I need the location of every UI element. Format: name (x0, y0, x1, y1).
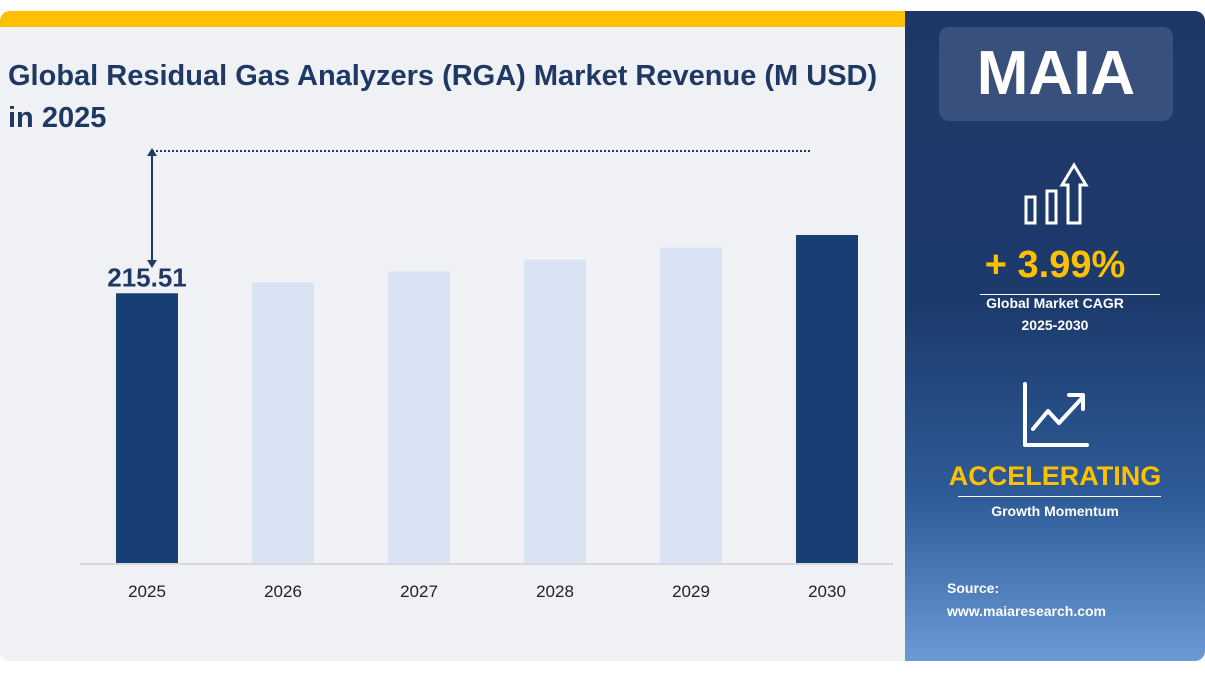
bar-growth-icon (1024, 162, 1089, 225)
source-link[interactable]: www.maiaresearch.com (947, 603, 1107, 619)
double-arrow-icon (147, 148, 157, 268)
bar-2030 (796, 235, 858, 563)
cagr-label: Global Market CAGR (986, 295, 1124, 311)
bar-2026 (252, 282, 314, 563)
x-tick-label: 2026 (264, 582, 302, 601)
logo: MAIA (939, 27, 1173, 121)
x-tick-label: 2029 (672, 582, 710, 601)
infographic-card: Global Residual Gas Analyzers (RGA) Mark… (0, 11, 1205, 661)
momentum-label: Growth Momentum (991, 503, 1119, 519)
x-tick-label: 2030 (808, 582, 846, 601)
chart-title: Global Residual Gas Analyzers (RGA) Mark… (8, 60, 878, 134)
x-tick-label: 2025 (128, 582, 166, 601)
bar-2027 (388, 271, 450, 563)
data-label: 215.51 (107, 262, 187, 292)
side-panel: MAIA + 3.99% Global Market CAGR 2025-203… (905, 11, 1205, 661)
source: Source: www.maiaresearch.com (947, 577, 1106, 623)
bar-2028 (524, 259, 586, 563)
line-chart-growth-icon (1023, 382, 1089, 447)
x-tick-label: 2027 (400, 582, 438, 601)
bar-2025 (116, 293, 178, 563)
reference-line (152, 150, 810, 152)
bar-2029 (660, 247, 722, 564)
source-label: Source: (947, 580, 1000, 596)
cagr-value: + 3.99% (984, 244, 1126, 286)
x-tick-label: 2028 (536, 582, 574, 601)
accent-bar (0, 11, 905, 27)
momentum-value: ACCELERATING (948, 461, 1162, 491)
cagr-period: 2025-2030 (1021, 317, 1089, 333)
bar-chart: 2025 215.51 2026 2027 2028 2029 2030 (80, 235, 893, 601)
